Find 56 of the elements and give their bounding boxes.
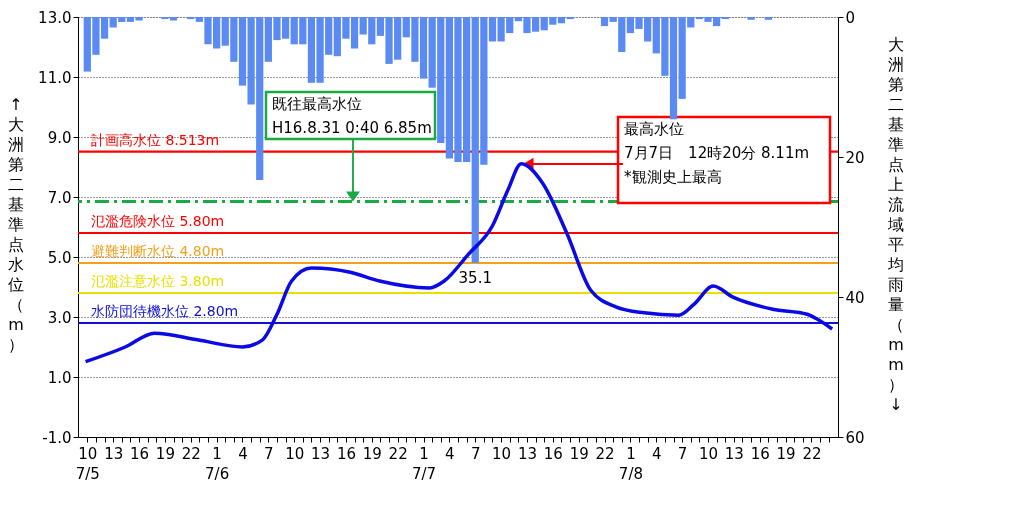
x-tick-label: 7 [470, 444, 481, 463]
y2-tick-label: 0 [845, 8, 856, 27]
ref-line-label: 氾濫注意水位 3.80m [91, 273, 225, 289]
annotation: 最高水位 7月7日 12時20分 8.11m *観測史上最高 [624, 120, 810, 186]
y-tick-label: 11.0 [38, 68, 72, 87]
x-tick-label: 10 [492, 444, 512, 463]
x-tick-label: 4 [652, 444, 662, 463]
bar [764, 17, 772, 20]
y2-tick-label: 60 [845, 428, 865, 447]
x-tick-label: 13 [517, 444, 538, 463]
bar [721, 17, 729, 20]
annotation: 既往最高水位 H16.8.31 0:40 6.85m [272, 95, 432, 137]
x-tick-label: 10 7/5 [75, 444, 100, 483]
text: 大洲第二基準点上流域平均雨量（mm）↓ [888, 35, 904, 414]
x-tick-label: 1 7/7 [411, 444, 437, 483]
y-tick-label: 7.0 [47, 188, 72, 207]
x-tick-label: 22 [388, 444, 408, 463]
ref-line-label: 氾濫危険水位 5.80m [91, 213, 225, 229]
x-tick-label: 4 [238, 444, 248, 463]
x-tick-label: 19 [569, 444, 589, 463]
ref-line-label: 避難判断水位 4.80m [91, 243, 225, 259]
x-tick-label: 16 [750, 444, 770, 463]
y-tick-label: 9.0 [47, 128, 72, 147]
ref-line-label: 計画高水位 8.513m [91, 131, 220, 148]
ref-line-label: 水防団待機水位 2.80m [91, 303, 239, 319]
x-tick-label: 1 7/6 [205, 444, 230, 483]
x-tick-label: 19 [155, 444, 175, 463]
text: ↑大洲第二基準点水位（m） [8, 95, 24, 354]
x-tick-label: 16 [129, 444, 150, 463]
x-tick-label: 1 7/8 [618, 444, 643, 483]
x-tick-label: 16 [543, 444, 563, 463]
x-tick-label: 7 [677, 444, 688, 463]
y-tick-label: 13.0 [38, 8, 72, 27]
x-tick-label: 16 [336, 444, 356, 463]
y-tick-label: 3.0 [47, 308, 72, 327]
x-tick-label: 22 [595, 444, 615, 463]
x-tick-label: 19 [362, 444, 382, 463]
x-tick-label: 13 [724, 444, 744, 463]
x-tick-label: 13 [311, 444, 331, 463]
y2-tick-label: 40 [845, 288, 865, 307]
bar [747, 17, 755, 20]
x-tick-label: 13 [104, 444, 124, 463]
x-tick-label: 10 [285, 444, 305, 463]
bar [187, 17, 195, 20]
bar [600, 17, 609, 27]
y-tick-label: 1.0 [47, 368, 72, 387]
y-tick-label: -1.0 [42, 428, 72, 447]
x-tick-label: 4 [445, 444, 455, 463]
data-label: 35.1 [458, 268, 492, 287]
y2-tick-label: 20 [845, 148, 865, 167]
x-tick-label: 22 [181, 444, 201, 463]
x-tick-label: 7 [264, 444, 274, 463]
x-tick-label: 10 [698, 444, 719, 463]
x-tick-label: 19 [776, 444, 796, 463]
y-tick-label: 5.0 [47, 248, 72, 267]
x-tick-label: 22 [802, 444, 822, 463]
